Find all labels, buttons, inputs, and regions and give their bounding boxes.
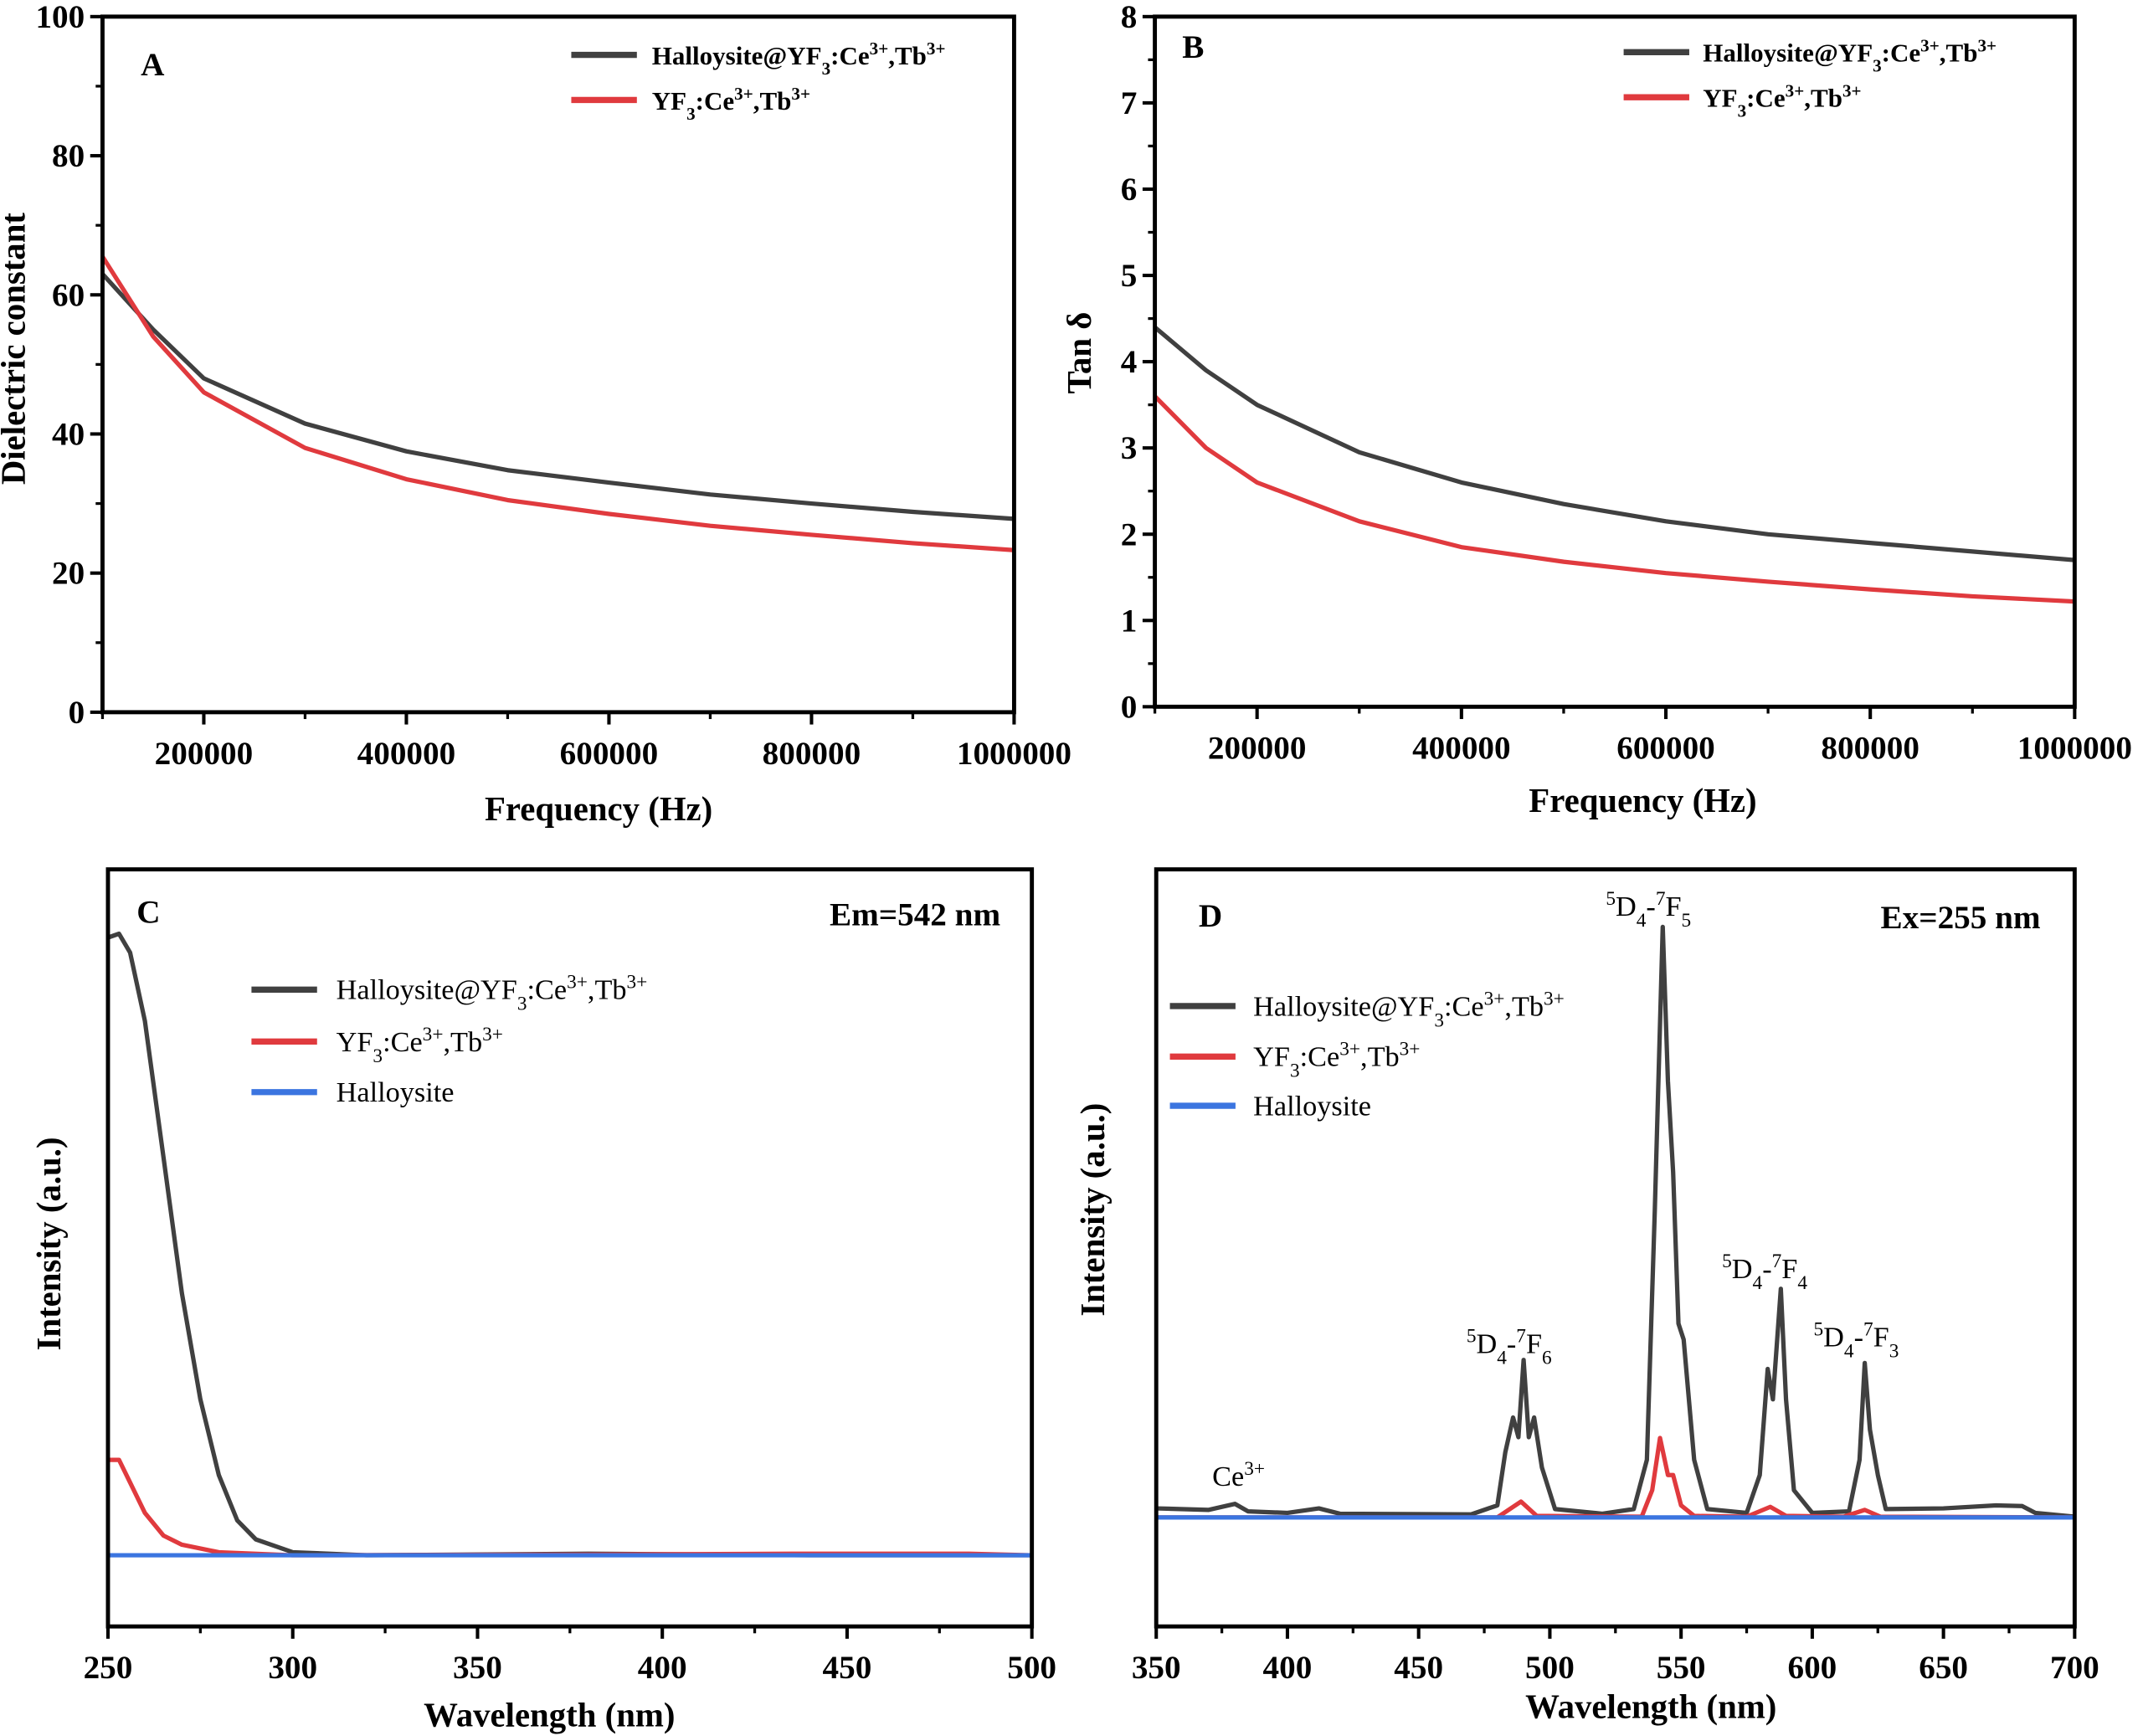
legend-label: Halloysite@YF3:Ce3+,Tb3+ bbox=[1703, 36, 1997, 76]
x-axis-label: Frequency (Hz) bbox=[1529, 782, 1756, 819]
x-tick-label: 600000 bbox=[1616, 730, 1715, 766]
legend-label: Halloysite@YF3:Ce3+,Tb3+ bbox=[652, 39, 946, 79]
y-tick-label: 1 bbox=[1121, 603, 1138, 639]
x-tick-label: 450 bbox=[823, 1650, 872, 1686]
y-tick-label: 4 bbox=[1121, 344, 1138, 380]
x-tick-label: 1000000 bbox=[957, 736, 1072, 772]
plot-frame bbox=[1153, 14, 2077, 709]
series-line-0 bbox=[1153, 325, 2075, 562]
panel-c: 250 300 350 400 450 500 Wavelength (nm) Intensi… bbox=[30, 867, 1056, 1733]
legend: Halloysite@YF3:Ce3+,Tb3+ YF3:Ce3+,Tb3+ Hal… bbox=[1169, 988, 1565, 1122]
legend-label: YF3:Ce3+,Tb3+ bbox=[337, 1024, 503, 1067]
panel-letter: A bbox=[141, 47, 164, 83]
y-axis-label: Intensity (a.u.) bbox=[1074, 1103, 1112, 1317]
panel-letter: C bbox=[136, 894, 160, 930]
x-axis-label: Wavelength (nm) bbox=[424, 1696, 675, 1733]
y-tick-label: 60 bbox=[52, 277, 85, 313]
y-axis-label: Tan δ bbox=[1061, 312, 1098, 394]
x-tick-label: 350 bbox=[453, 1650, 502, 1686]
y-tick-label: 7 bbox=[1121, 85, 1138, 121]
x-tick-label: 500 bbox=[1007, 1650, 1056, 1686]
peak-label: 5D4-7F3 bbox=[1814, 1318, 1899, 1362]
x-tick-label: 400000 bbox=[357, 736, 456, 772]
excitation-emission-note: Ex=255 nm bbox=[1881, 900, 2041, 936]
x-axis-label: Frequency (Hz) bbox=[485, 790, 712, 828]
x-tick-label: 350 bbox=[1132, 1650, 1181, 1686]
legend-label: YF3:Ce3+,Tb3+ bbox=[1703, 81, 1861, 121]
y-tick-label: 80 bbox=[52, 138, 85, 174]
legend-label: Halloysite@YF3:Ce3+,Tb3+ bbox=[1253, 988, 1565, 1031]
x-tick-label: 250 bbox=[84, 1650, 133, 1686]
x-axis-label: Wavelength (nm) bbox=[1525, 1688, 1776, 1726]
x-tick-label: 550 bbox=[1657, 1650, 1706, 1686]
series-line-0 bbox=[100, 272, 1015, 521]
legend: Halloysite@YF3:Ce3+,Tb3+ YF3:Ce3+,Tb3+ bbox=[1623, 36, 1997, 121]
x-tick-label: 600 bbox=[1788, 1650, 1837, 1686]
legend: Halloysite@YF3:Ce3+,Tb3+ YF3:Ce3+,Tb3+ Hal… bbox=[251, 972, 647, 1108]
x-tick-label: 650 bbox=[1919, 1650, 1968, 1686]
y-tick-label: 0 bbox=[1121, 689, 1138, 725]
peak-label: 5D4-7F4 bbox=[1722, 1251, 1807, 1294]
series-line-1 bbox=[1153, 394, 2075, 604]
y-tick-label: 0 bbox=[69, 695, 85, 731]
panel-letter: B bbox=[1182, 29, 1204, 65]
excitation-emission-note: Em=542 nm bbox=[830, 897, 1000, 933]
series-line-0 bbox=[107, 931, 1032, 1558]
x-tick-label: 450 bbox=[1394, 1650, 1443, 1686]
y-tick-label: 3 bbox=[1121, 430, 1138, 466]
x-tick-label: 800000 bbox=[763, 736, 861, 772]
x-tick-label: 300 bbox=[268, 1650, 317, 1686]
peak-label: Ce3+ bbox=[1212, 1458, 1265, 1492]
series-line-0 bbox=[1156, 924, 2075, 1519]
legend-label: Halloysite bbox=[1253, 1091, 1371, 1122]
legend-label: YF3:Ce3+,Tb3+ bbox=[652, 84, 810, 124]
x-tick-label: 400000 bbox=[1412, 730, 1511, 766]
legend-label: YF3:Ce3+,Tb3+ bbox=[1253, 1039, 1420, 1082]
panel-letter: D bbox=[1199, 898, 1222, 934]
peak-label: 5D4-7F6 bbox=[1467, 1326, 1552, 1369]
y-tick-label: 6 bbox=[1121, 172, 1138, 208]
y-tick-label: 100 bbox=[35, 0, 85, 35]
y-axis-label: Intensity (a.u.) bbox=[30, 1137, 68, 1350]
x-tick-label: 200000 bbox=[155, 736, 254, 772]
y-tick-label: 20 bbox=[52, 556, 85, 592]
y-tick-label: 8 bbox=[1121, 0, 1138, 35]
panel-b: 200000 400000 600000 800000 1000000 0 1 2 3 4 5 6 7 8… bbox=[1061, 0, 2132, 819]
x-tick-label: 800000 bbox=[1821, 730, 1919, 766]
legend-label: Halloysite@YF3:Ce3+,Tb3+ bbox=[337, 972, 648, 1015]
y-tick-label: 5 bbox=[1121, 258, 1138, 294]
y-tick-label: 40 bbox=[52, 417, 85, 453]
x-tick-label: 700 bbox=[2050, 1650, 2099, 1686]
plot-frame bbox=[100, 14, 1016, 715]
series-line-1 bbox=[107, 1457, 1032, 1558]
legend: Halloysite@YF3:Ce3+,Tb3+ YF3:Ce3+,Tb3+ bbox=[571, 39, 946, 124]
series-line-1 bbox=[1156, 1436, 2075, 1520]
series-line-1 bbox=[100, 255, 1015, 552]
x-tick-label: 400 bbox=[1263, 1650, 1313, 1686]
x-tick-label: 400 bbox=[638, 1650, 687, 1686]
legend-label: Halloysite bbox=[337, 1076, 455, 1108]
panel-a: 200000 400000 600000 800000 1000000 0 20 40 60 80… bbox=[0, 0, 1072, 828]
x-tick-label: 600000 bbox=[560, 736, 659, 772]
peak-label: 5D4-7F5 bbox=[1606, 888, 1691, 932]
panel-d: 350 400 450 500 550 600 650 700 Wavelength (nm) I… bbox=[1074, 867, 2099, 1726]
y-tick-label: 2 bbox=[1121, 516, 1138, 552]
x-tick-label: 500 bbox=[1525, 1650, 1575, 1686]
x-tick-label: 200000 bbox=[1208, 730, 1307, 766]
x-tick-label: 1000000 bbox=[2017, 730, 2132, 766]
y-axis-label: Dielectric constant bbox=[0, 213, 32, 485]
